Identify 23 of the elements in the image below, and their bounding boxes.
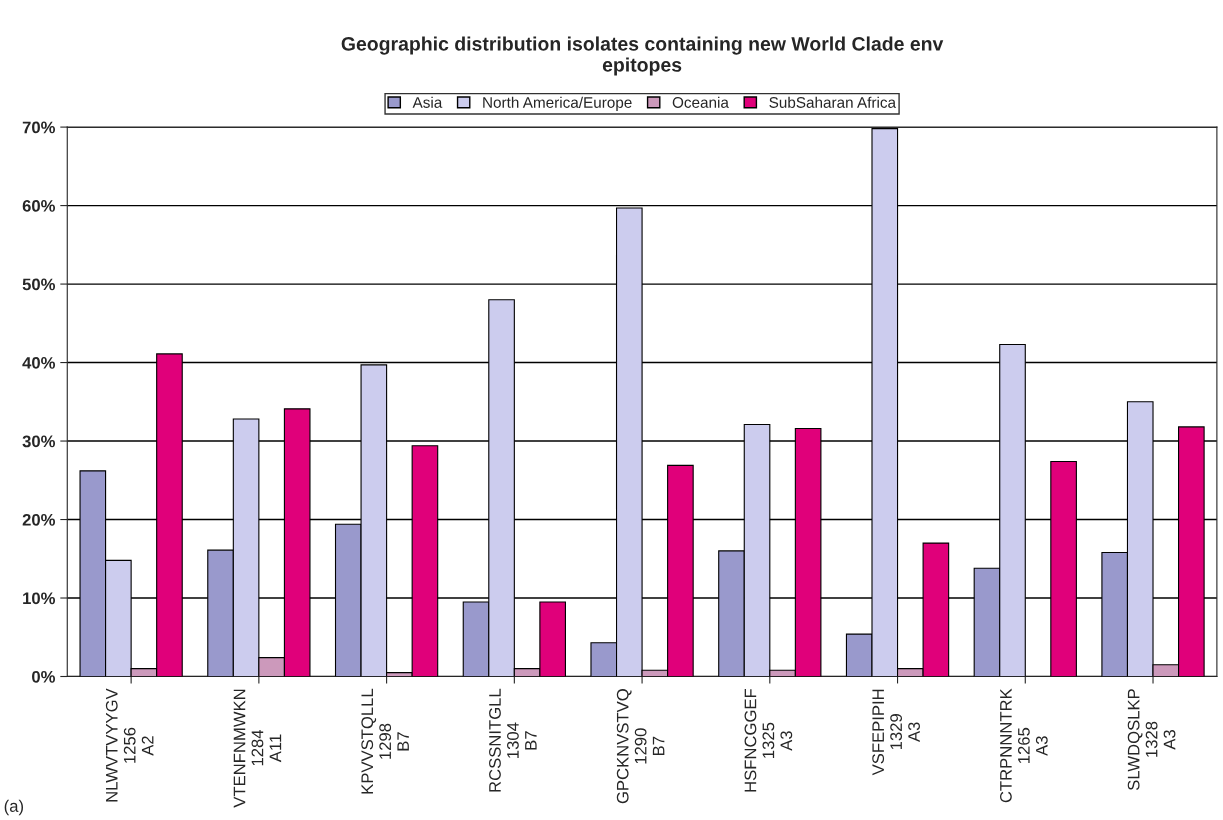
legend-label: Asia	[412, 96, 443, 108]
x-tick-label: KPVVSTQLLL 1298 B7	[361, 688, 409, 794]
x-tick-label: CTRPNNNTRK 1265 A3	[1000, 688, 1048, 803]
x-tick-label: GPCKNVSTVQ 1290 B7	[616, 689, 665, 804]
x-tick-label: SLWDQSLKP 1328 A3	[1127, 689, 1176, 791]
x-tick-label: NLWVTVYYGV 1256 A2	[105, 688, 154, 802]
text: (a)	[4, 799, 23, 816]
legend-label: SubSaharan Africa	[769, 96, 897, 108]
legend-label: Oceania	[672, 96, 729, 108]
x-tick-label: VTENFNMWKN 1284 A11	[233, 689, 282, 808]
chart-title: Geographic distribution isolates containing new World Clade env epitopes	[341, 36, 944, 76]
y-tick-label: 20%	[22, 513, 56, 526]
x-tick-label: RCSSNITGLL 1304 B7	[489, 688, 537, 792]
x-tick-label: VSFEPIPIH 1329 A3	[872, 689, 920, 776]
y-tick-label: 10%	[23, 592, 56, 605]
y-tick-label: 40%	[22, 356, 56, 369]
y-tick-label: 0%	[32, 670, 56, 683]
y-tick-label: 30%	[22, 435, 56, 448]
legend-label: North America/Europe	[483, 96, 632, 111]
y-tick-label: 70%	[22, 121, 56, 134]
y-tick-label: 60%	[22, 199, 56, 212]
y-tick-label: 50%	[22, 278, 56, 291]
x-tick-label: HSFNCGGEF 1325 A3	[744, 688, 793, 792]
